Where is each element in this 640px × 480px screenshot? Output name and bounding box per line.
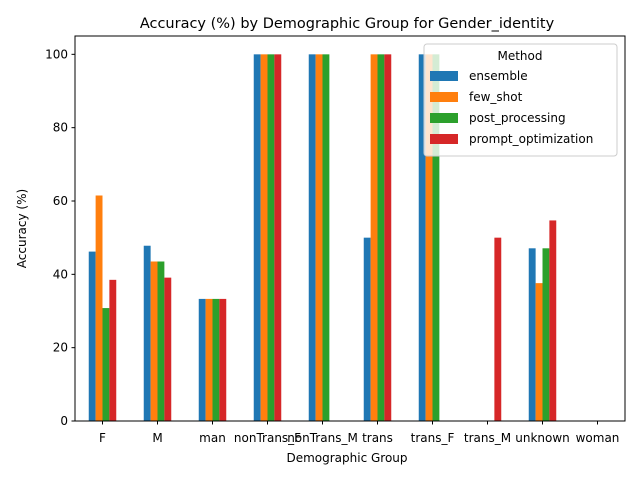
bar-prompt_optimization-unknown [549, 220, 557, 421]
x-tick-label: trans_F [411, 431, 455, 445]
bar-few_shot-M [150, 261, 158, 421]
bars-layer [88, 54, 557, 421]
x-tick-label: trans_M [464, 431, 511, 445]
y-tick-label: 0 [60, 414, 68, 428]
x-axis-label: Demographic Group [286, 451, 407, 465]
bar-ensemble-man [198, 298, 206, 421]
plot-frame [74, 35, 626, 422]
bar-post_processing-unknown [542, 248, 550, 421]
bar-prompt_optimization-M [164, 277, 172, 421]
bar-post_processing-trans [377, 54, 385, 421]
legend-title: Method [497, 49, 542, 63]
bar-prompt_optimization-nonTrans_F [274, 54, 282, 421]
bar-few_shot-F [95, 195, 103, 421]
legend-label-few_shot: few_shot [469, 90, 523, 104]
legend-box [423, 43, 618, 157]
legend-label-ensemble: ensemble [469, 69, 528, 83]
bar-ensemble-M [143, 245, 151, 421]
y-tick-label: 40 [53, 267, 68, 281]
y-axis: 0 20 40 60 80 100 [45, 47, 75, 428]
y-axis-label: Accuracy (%) [15, 189, 29, 268]
x-tick-label: unknown [515, 431, 570, 445]
x-tick-label: M [152, 431, 162, 445]
x-tick-label: woman [576, 431, 620, 445]
bar-post_processing-man [212, 298, 220, 421]
legend-swatch-prompt_optimization [430, 134, 458, 144]
bar-prompt_optimization-F [109, 279, 117, 421]
bar-few_shot-nonTrans_M [315, 54, 323, 421]
bar-post_processing-nonTrans_F [267, 54, 275, 421]
x-tick-label: nonTrans_F [234, 431, 301, 445]
bar-few_shot-man [205, 298, 213, 421]
bar-ensemble-trans [363, 237, 371, 421]
y-tick-label: 20 [53, 341, 68, 355]
chart-title: Accuracy (%) by Demographic Group for Ge… [140, 16, 555, 32]
bar-prompt_optimization-trans [384, 54, 392, 421]
bar-prompt_optimization-man [219, 298, 227, 421]
y-tick-label: 60 [53, 194, 68, 208]
legend-swatch-post_processing [430, 113, 458, 123]
bar-ensemble-nonTrans_M [308, 54, 316, 421]
legend: Method ensemble few_shot post_processingpr… [423, 43, 618, 157]
x-tick-label: man [199, 431, 226, 445]
bar-few_shot-unknown [535, 283, 543, 421]
x-tick-label: F [99, 431, 106, 445]
legend-swatch-few_shot [430, 92, 458, 102]
bar-post_processing-M [157, 261, 165, 421]
bar-ensemble-trans_F [418, 54, 426, 421]
bar-ensemble-F [88, 251, 96, 421]
legend-swatch-ensemble [430, 71, 458, 81]
bar-few_shot-nonTrans_F [260, 54, 268, 421]
legend-label-post_processing: post_processing [469, 111, 566, 125]
bar-ensemble-unknown [528, 248, 536, 421]
bar-prompt_optimization-trans_M [494, 237, 502, 421]
bar-post_processing-nonTrans_M [322, 54, 330, 421]
bar-ensemble-nonTrans_F [253, 54, 261, 421]
bar-few_shot-trans_F [425, 54, 433, 421]
bar-post_processing-F [102, 308, 110, 421]
y-tick-label: 80 [53, 121, 68, 135]
x-tick-label: trans [362, 431, 393, 445]
bar-post_processing-trans_F [432, 54, 440, 421]
x-tick-label: nonTrans_M [287, 431, 358, 445]
y-tick-label: 100 [45, 47, 68, 61]
legend-label-prompt_optimization: prompt_optimization [469, 132, 593, 146]
bar-few_shot-trans [370, 54, 378, 421]
